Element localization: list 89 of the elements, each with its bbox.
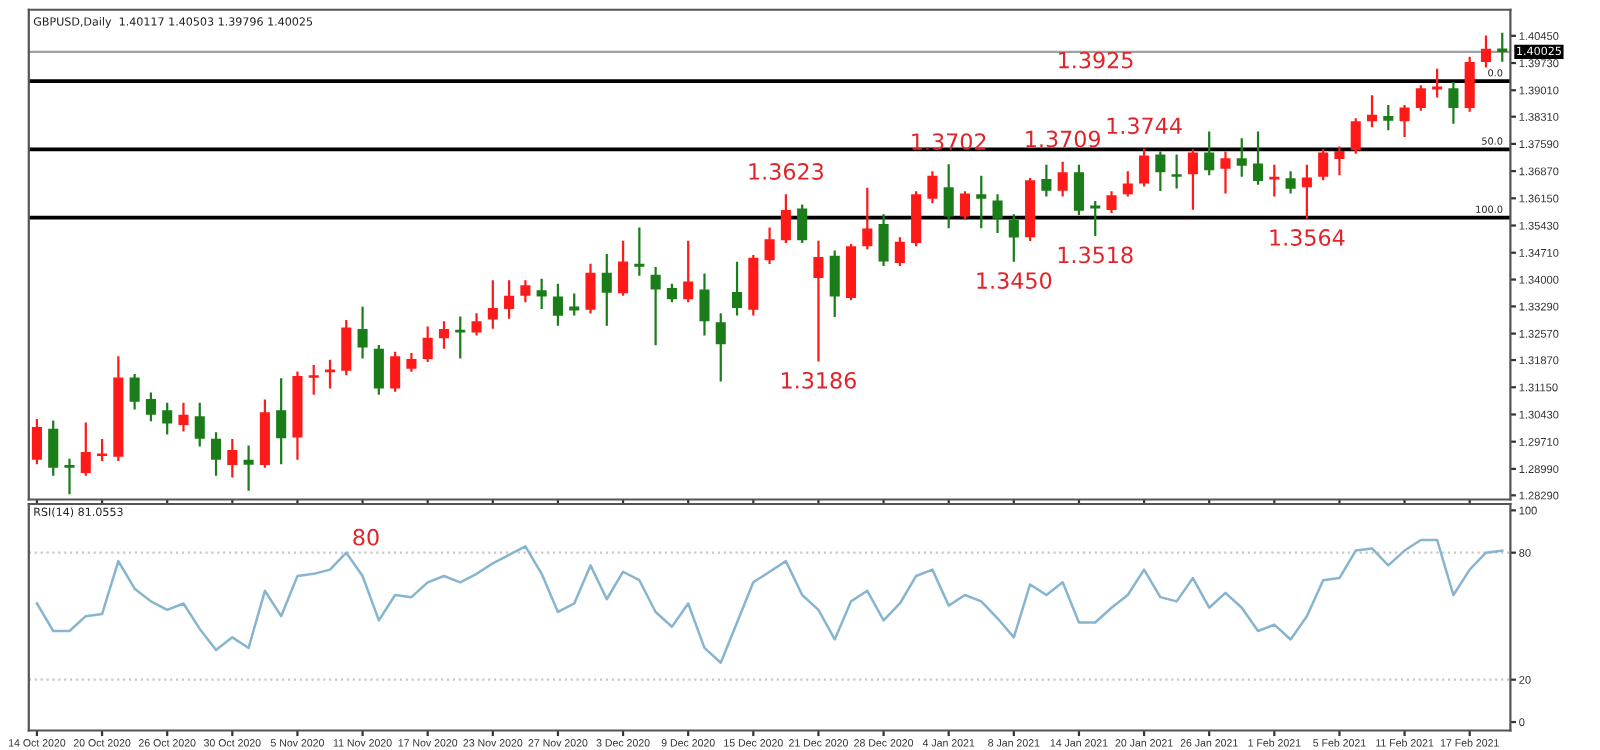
candlestick — [341, 320, 352, 376]
candlestick — [862, 187, 873, 250]
candlestick — [1106, 191, 1117, 214]
candlestick — [976, 175, 987, 229]
candlestick — [650, 267, 661, 346]
candlestick — [552, 283, 563, 326]
candlestick — [699, 273, 710, 336]
annotation: 1.3450 — [977, 272, 1052, 289]
candlestick — [1236, 138, 1247, 177]
candlestick — [1057, 161, 1068, 197]
candlestick — [1350, 118, 1361, 154]
annotation: 1.3623 — [749, 163, 823, 180]
candlestick — [813, 240, 824, 362]
candlestick — [438, 321, 450, 349]
candlestick — [243, 445, 254, 491]
candlestick — [618, 240, 629, 296]
candlestick — [308, 364, 319, 395]
candlestick — [1073, 164, 1084, 215]
candlestick — [194, 402, 205, 447]
candlestick — [1464, 56, 1475, 112]
candlestick — [1139, 148, 1150, 187]
candlestick — [601, 253, 612, 326]
candlestick — [162, 402, 173, 435]
candlestick — [504, 280, 515, 319]
candlestick — [1318, 149, 1329, 181]
candlestick — [80, 422, 91, 476]
annotation: 1.3709 — [1026, 130, 1100, 148]
annotation: 80 — [353, 528, 379, 546]
candlestick — [959, 191, 971, 220]
candlestick — [1399, 105, 1410, 138]
candlestick — [1122, 171, 1133, 197]
candlestick — [1220, 151, 1231, 194]
candlestick — [145, 392, 156, 422]
candlestick — [1366, 95, 1378, 128]
candlestick — [373, 344, 384, 395]
candlestick — [780, 194, 791, 243]
candlestick — [731, 261, 743, 316]
candlestick — [1171, 154, 1182, 189]
candlestick — [276, 378, 287, 465]
candlestick — [634, 227, 645, 276]
candlestick — [569, 293, 580, 316]
candlestick — [1432, 68, 1443, 98]
candlestick — [1187, 149, 1198, 210]
annotation: 1.3702 — [912, 133, 986, 151]
candlestick — [390, 351, 401, 392]
candlestick — [487, 280, 498, 329]
candlestick — [1090, 200, 1101, 237]
candlestick — [48, 420, 59, 476]
candlestick — [1204, 131, 1215, 176]
candlestick — [1252, 131, 1264, 185]
candlestick — [585, 263, 596, 314]
annotation: 1.3744 — [1107, 117, 1182, 135]
candlestick — [1448, 81, 1459, 124]
candlestick — [471, 313, 482, 336]
candlestick — [178, 402, 189, 432]
candlestick — [1155, 151, 1166, 192]
candlestick — [894, 237, 905, 266]
candlestick — [992, 194, 1003, 234]
annotation: 1.3564 — [1270, 229, 1345, 246]
candlestick — [520, 280, 531, 303]
candlestick — [1301, 164, 1312, 219]
candlestick — [357, 306, 368, 359]
candlestick — [715, 313, 726, 382]
candlestick — [97, 439, 108, 461]
candlestick — [829, 250, 840, 317]
candlestick — [1334, 146, 1345, 176]
candlestick — [1383, 105, 1394, 131]
candlestick — [210, 432, 222, 476]
annotation: 1.3518 — [1058, 246, 1133, 264]
candlestick — [536, 278, 547, 310]
candlestick — [64, 458, 75, 495]
candlestick — [797, 204, 808, 243]
candlestick — [1285, 171, 1296, 194]
candlestick — [1480, 35, 1492, 68]
candlestick — [1008, 214, 1019, 262]
candlestick — [227, 439, 238, 478]
candlestick — [683, 240, 694, 303]
annotation: 1.3186 — [782, 371, 856, 389]
candlestick — [129, 374, 140, 410]
candlestick — [1415, 85, 1426, 111]
candlestick — [1041, 164, 1052, 197]
candlestick — [31, 419, 42, 465]
candlestick — [764, 227, 775, 265]
candlestick — [943, 164, 954, 229]
ref-line-label: 1.3925 — [1059, 51, 1133, 69]
candlestick — [1497, 32, 1508, 62]
candlestick — [927, 171, 938, 204]
candlestick — [878, 214, 889, 266]
candlestick — [422, 326, 433, 362]
